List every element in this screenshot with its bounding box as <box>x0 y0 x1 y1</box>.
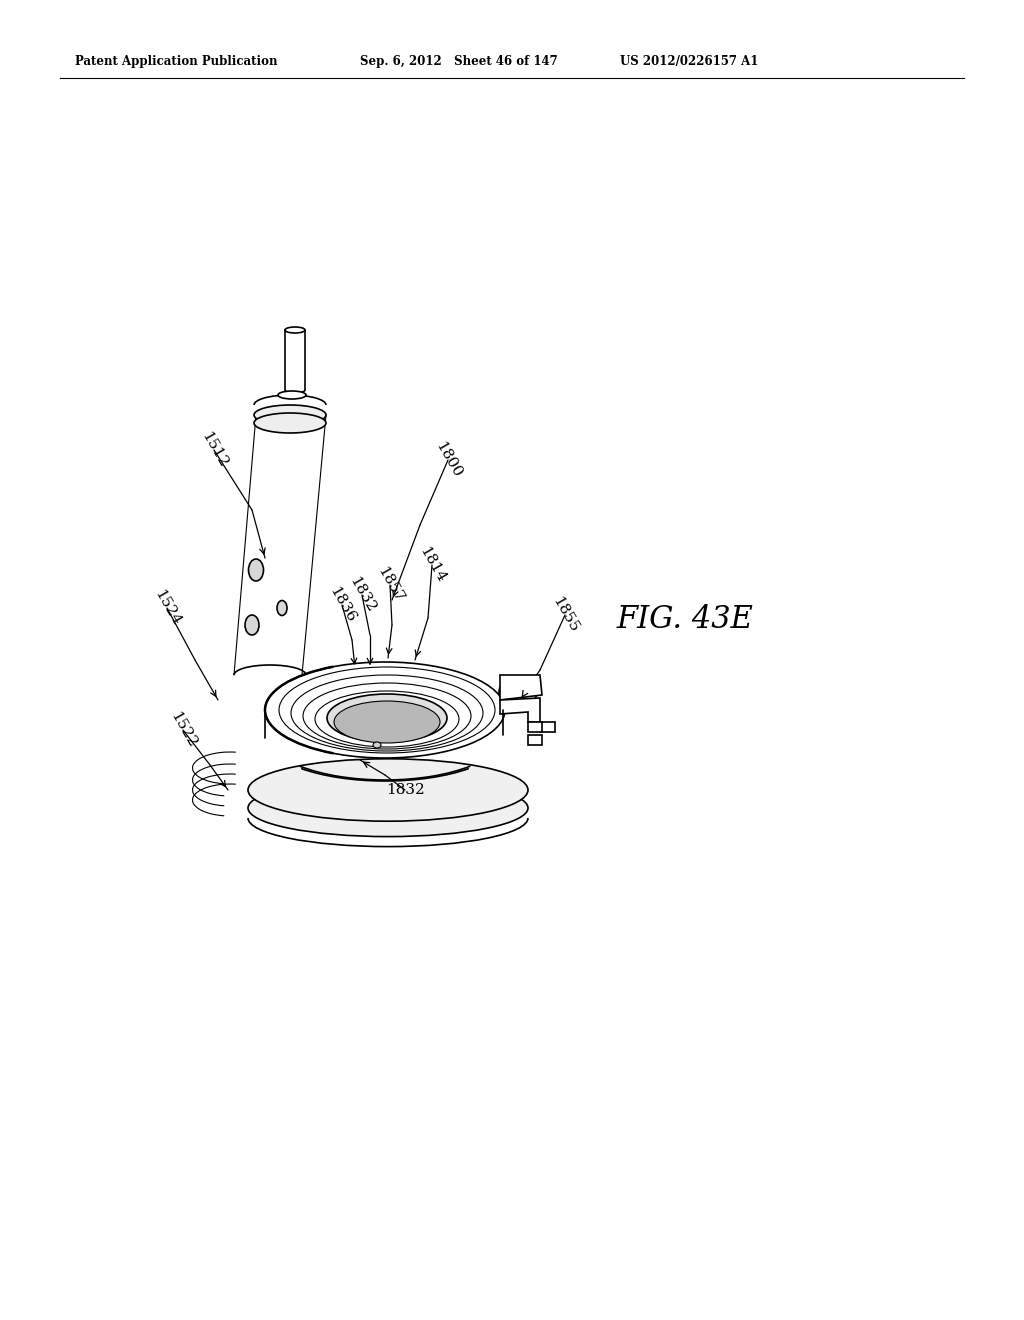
Ellipse shape <box>248 759 528 821</box>
Text: 1857: 1857 <box>375 565 406 606</box>
Polygon shape <box>500 698 540 722</box>
Ellipse shape <box>265 663 505 758</box>
Text: Sep. 6, 2012   Sheet 46 of 147: Sep. 6, 2012 Sheet 46 of 147 <box>360 55 558 69</box>
Ellipse shape <box>499 677 537 708</box>
Ellipse shape <box>303 682 471 748</box>
Text: 1800: 1800 <box>432 440 464 480</box>
Ellipse shape <box>315 690 459 747</box>
Ellipse shape <box>334 701 440 743</box>
Text: 1832: 1832 <box>346 574 378 615</box>
Text: Patent Application Publication: Patent Application Publication <box>75 55 278 69</box>
Ellipse shape <box>254 405 326 425</box>
Text: FIG. 43E: FIG. 43E <box>616 605 754 635</box>
Ellipse shape <box>249 558 263 581</box>
Ellipse shape <box>327 694 447 742</box>
Ellipse shape <box>291 675 483 751</box>
Text: 1855: 1855 <box>549 595 581 635</box>
Ellipse shape <box>373 742 381 748</box>
Ellipse shape <box>285 327 305 333</box>
Polygon shape <box>528 735 542 744</box>
Ellipse shape <box>278 601 287 615</box>
Ellipse shape <box>254 413 326 433</box>
Ellipse shape <box>279 667 495 752</box>
Text: US 2012/0226157 A1: US 2012/0226157 A1 <box>620 55 759 69</box>
Polygon shape <box>500 675 542 700</box>
Text: 1512: 1512 <box>199 430 229 470</box>
Text: 1836: 1836 <box>327 585 357 626</box>
Ellipse shape <box>245 615 259 635</box>
Ellipse shape <box>278 391 306 399</box>
Text: 1814: 1814 <box>416 545 447 585</box>
Polygon shape <box>528 722 542 733</box>
Text: 1522: 1522 <box>167 710 199 750</box>
Text: 1832: 1832 <box>386 783 424 797</box>
Ellipse shape <box>248 779 528 837</box>
Text: 1524: 1524 <box>152 587 182 628</box>
